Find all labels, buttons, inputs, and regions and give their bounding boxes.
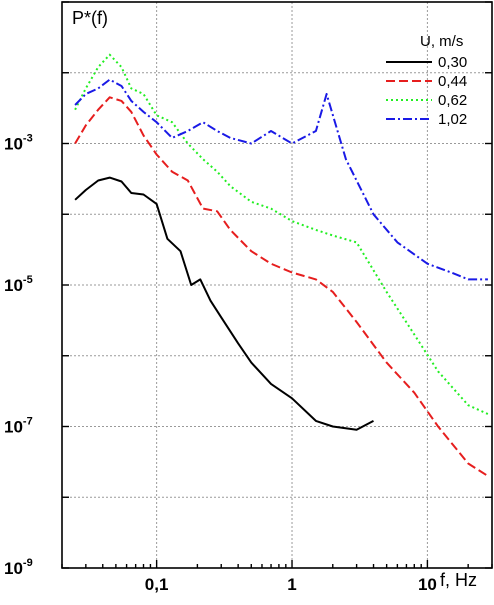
series-line-3 xyxy=(74,78,488,281)
legend-label-0: 0,30 xyxy=(438,54,467,71)
x-tick-label: 10 xyxy=(418,575,437,594)
series-lines xyxy=(74,53,489,477)
legend-label-1: 0,44 xyxy=(438,73,467,90)
x-tick-label: 1 xyxy=(287,575,296,594)
y-tick-label: 10-7 xyxy=(4,416,33,437)
x-tick-label: 0,1 xyxy=(145,575,169,594)
y-tick-labels: 10-9 10-7 10-5 10-3 xyxy=(4,133,33,579)
legend-label-3: 1,02 xyxy=(438,111,467,128)
grid xyxy=(62,1,492,569)
legend-label-2: 0,62 xyxy=(438,92,467,109)
y-tick-label: 10-3 xyxy=(4,133,33,154)
y-tick-label: 10-5 xyxy=(4,274,33,295)
y-tick-label: 10-9 xyxy=(4,557,33,578)
series-line-2 xyxy=(74,53,489,415)
x-axis-title: f, Hz xyxy=(440,570,477,590)
legend-title: U, m/s xyxy=(420,33,463,50)
x-tick-labels: 0,1 1 10 xyxy=(145,575,437,594)
series-line-1 xyxy=(74,96,489,477)
legend: U, m/s 0,30 0,44 0,62 1,02 xyxy=(386,33,467,128)
axis-ticks xyxy=(61,1,493,569)
y-axis-title: P*(f) xyxy=(72,8,108,28)
series-line-0 xyxy=(74,176,374,431)
